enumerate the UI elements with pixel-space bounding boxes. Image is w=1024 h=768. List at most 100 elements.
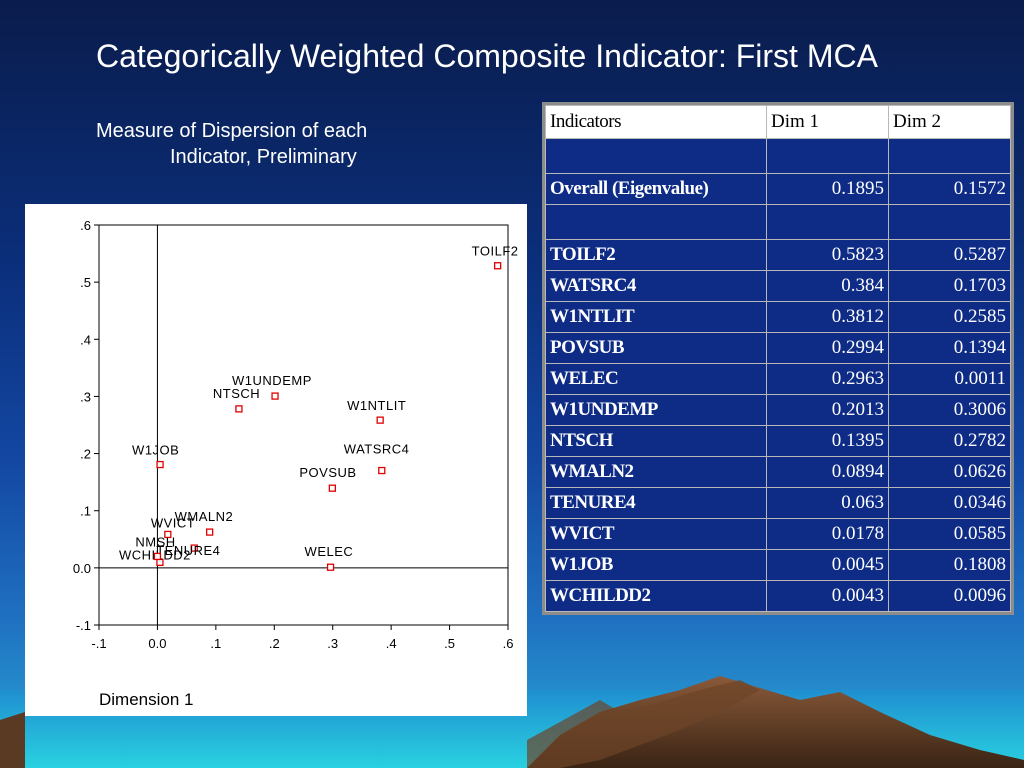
indicator-name-cell: WCHILDD2 xyxy=(545,580,767,612)
indicator-name-cell: TENURE4 xyxy=(545,487,767,519)
point-label: NMSH xyxy=(135,534,175,549)
point-label: W1JOB xyxy=(132,443,179,458)
dim2-cell: 0.0096 xyxy=(888,580,1011,612)
scatter-point xyxy=(190,544,198,552)
indicator-name-cell: WVICT xyxy=(545,518,767,550)
indicator-name-cell: WMALN2 xyxy=(545,456,767,488)
scatter-chart-panel: -.1 0.0 .1 .2 .3 .4 .5 .6 -.1 0.0 .1 .2 .3 .4 .5 .6 TOI… xyxy=(25,204,527,716)
x-tick-label: 0.0 xyxy=(148,636,166,651)
dim1-cell: 0.0894 xyxy=(766,456,889,488)
indicator-table: Indicators Dim 1 Dim 2 Overall (Eigenval… xyxy=(545,105,1011,612)
subtitle-line-1: Measure of Dispersion of each xyxy=(96,120,368,142)
table-row: WMALN2 0.0894 0.0626 xyxy=(545,456,1011,488)
table-row: POVSUB 0.2994 0.1394 xyxy=(545,332,1011,364)
subtitle-line-2: Indicator, Preliminary xyxy=(170,146,357,168)
point-label: WVICT xyxy=(151,515,195,530)
dim2-cell: 0.1808 xyxy=(888,549,1011,581)
x-tick-label: .5 xyxy=(444,636,455,651)
dim2-cell: 0.2585 xyxy=(888,301,1011,333)
dim2-cell: 0.1394 xyxy=(888,332,1011,364)
scatter-point xyxy=(156,460,164,469)
indicator-name-cell: TOILF2 xyxy=(545,239,767,271)
indicator-name-cell: POVSUB xyxy=(545,332,767,364)
y-tick-label: .3 xyxy=(80,389,91,404)
x-axis-label: Dimension 1 xyxy=(99,690,194,709)
plot-frame xyxy=(98,224,509,626)
table-row: NTSCH 0.1395 0.2782 xyxy=(545,425,1011,457)
table-row: TOILF2 0.5823 0.5287 xyxy=(545,239,1011,271)
scatter-point xyxy=(328,484,337,492)
x-tick-label: .3 xyxy=(327,636,338,651)
scatter-point xyxy=(164,530,172,539)
indicator-name-cell: NTSCH xyxy=(545,425,767,457)
table-blank-row xyxy=(545,204,1011,240)
dim1-cell: 0.2963 xyxy=(766,363,889,395)
x-tick-label: .1 xyxy=(210,636,221,651)
indicator-table-container: Indicators Dim 1 Dim 2 Overall (Eigenval… xyxy=(542,102,1014,615)
table-row: W1NTLIT 0.3812 0.2585 xyxy=(545,301,1011,333)
dim2-cell: 0.0585 xyxy=(888,518,1011,550)
table-overall-row: Overall (Eigenvalue) 0.1895 0.1572 xyxy=(545,173,1011,205)
table-header-row: Indicators Dim 1 Dim 2 xyxy=(545,105,1011,139)
dim1-cell: 0.0045 xyxy=(766,549,889,581)
dim2-cell: 0.1703 xyxy=(888,270,1011,302)
y-tick-label: .5 xyxy=(80,275,91,290)
table-row: WCHILDD2 0.0043 0.0096 xyxy=(545,580,1011,612)
point-label: TOILF2 xyxy=(472,244,519,259)
y-tick-label: .1 xyxy=(80,504,91,519)
dim2-cell: 0.5287 xyxy=(888,239,1011,271)
dim1-cell: 0.063 xyxy=(766,487,889,519)
table-row: W1JOB 0.0045 0.1808 xyxy=(545,549,1011,581)
y-tick-label: -.1 xyxy=(76,618,91,633)
scatter-point xyxy=(494,262,502,270)
indicator-name-cell: W1UNDEMP xyxy=(545,394,767,426)
scatter-chart: -.1 0.0 .1 .2 .3 .4 .5 .6 -.1 0.0 .1 .2 .3 .4 .5 .6 TOI… xyxy=(73,218,519,709)
overall-dim1: 0.1895 xyxy=(766,173,889,205)
x-tick-label: .2 xyxy=(269,636,280,651)
point-label: TENURE4 xyxy=(156,543,220,558)
header-dim1: Dim 1 xyxy=(766,105,889,139)
header-dim2: Dim 2 xyxy=(888,105,1011,139)
scatter-point xyxy=(206,528,214,536)
dim1-cell: 0.384 xyxy=(766,270,889,302)
scatter-point xyxy=(235,405,243,413)
scatter-point xyxy=(271,392,279,400)
dim2-cell: 0.0626 xyxy=(888,456,1011,488)
indicator-name-cell: W1NTLIT xyxy=(545,301,767,333)
dim2-cell: 0.0346 xyxy=(888,487,1011,519)
dim2-cell: 0.0011 xyxy=(888,363,1011,395)
mountain-shadow xyxy=(527,680,760,768)
y-tick-label: .6 xyxy=(80,218,91,233)
x-tick-label: .6 xyxy=(503,636,514,651)
point-label: WMALN2 xyxy=(175,509,234,524)
point-label: W1NTLIT xyxy=(347,398,406,413)
dim1-cell: 0.0043 xyxy=(766,580,889,612)
scatter-point xyxy=(378,466,386,475)
slide-subtitle: Measure of Dispersion of each Indicator,… xyxy=(96,118,516,170)
overall-dim2: 0.1572 xyxy=(888,173,1011,205)
dim1-cell: 0.1395 xyxy=(766,425,889,457)
dim1-cell: 0.5823 xyxy=(766,239,889,271)
x-tick-label: .4 xyxy=(386,636,397,651)
table-row: WELEC 0.2963 0.0011 xyxy=(545,363,1011,395)
header-indicators: Indicators xyxy=(545,105,767,139)
indicator-name-cell: WATSRC4 xyxy=(545,270,767,302)
dim1-cell: 0.3812 xyxy=(766,301,889,333)
dim2-cell: 0.2782 xyxy=(888,425,1011,457)
scatter-point xyxy=(153,552,162,561)
overall-label: Overall (Eigenvalue) xyxy=(545,173,767,205)
point-label: POVSUB xyxy=(299,465,356,480)
table-row: W1UNDEMP 0.2013 0.3006 xyxy=(545,394,1011,426)
point-label: W1UNDEMP xyxy=(232,373,312,388)
point-label: WATSRC4 xyxy=(344,442,410,457)
slide-title: Categorically Weighted Composite Indicat… xyxy=(96,38,878,74)
table-blank-row xyxy=(545,138,1011,174)
dim1-cell: 0.2994 xyxy=(766,332,889,364)
point-label: NTSCH xyxy=(213,386,260,401)
x-tick-label: -.1 xyxy=(91,636,106,651)
indicator-name-cell: WELEC xyxy=(545,363,767,395)
scatter-point xyxy=(376,416,384,424)
dim1-cell: 0.2013 xyxy=(766,394,889,426)
y-tick-label: .4 xyxy=(80,332,91,347)
table-row: WATSRC4 0.384 0.1703 xyxy=(545,270,1011,302)
